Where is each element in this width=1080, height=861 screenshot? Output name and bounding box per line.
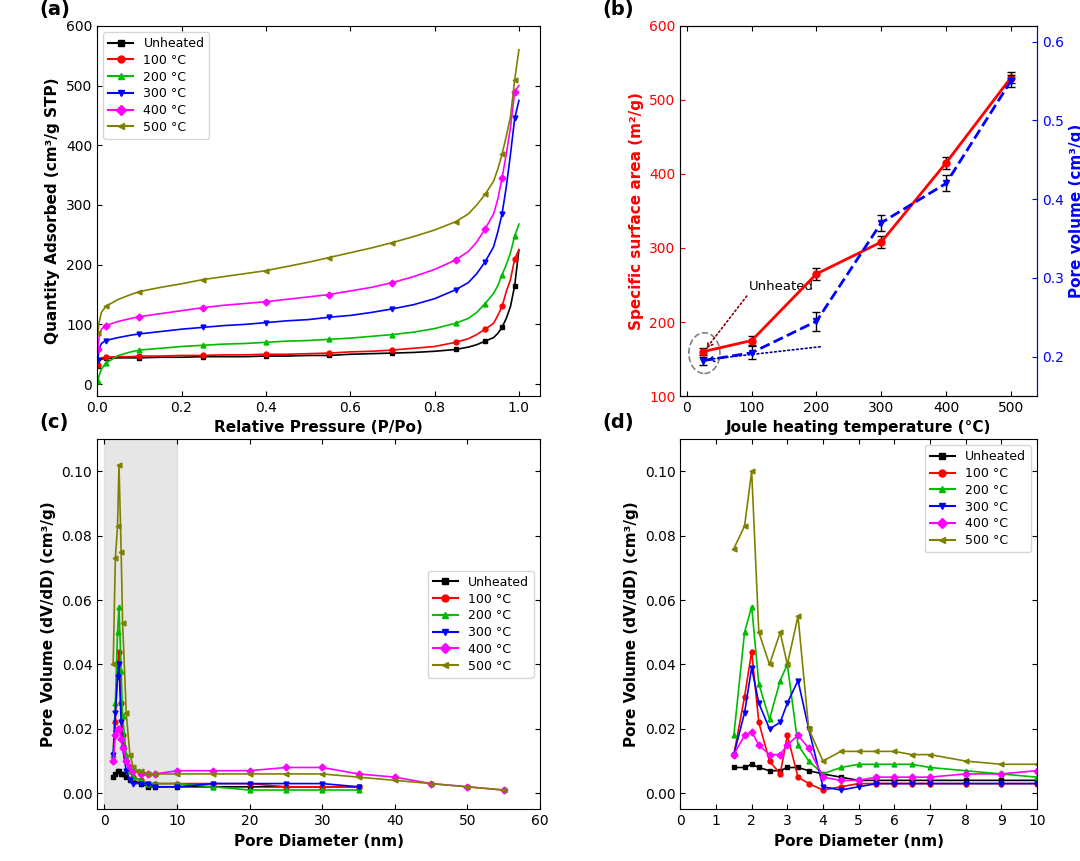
X-axis label: Relative Pressure (P/Po): Relative Pressure (P/Po) bbox=[214, 420, 423, 436]
Text: (b): (b) bbox=[602, 0, 634, 19]
Legend: Unheated, 100 °C, 200 °C, 300 °C, 400 °C, 500 °C: Unheated, 100 °C, 200 °C, 300 °C, 400 °C… bbox=[924, 445, 1030, 552]
Text: (d): (d) bbox=[602, 413, 634, 432]
Bar bbox=[105, 439, 177, 809]
Y-axis label: Pore Volume (dV/dD) (cm³/g): Pore Volume (dV/dD) (cm³/g) bbox=[624, 501, 639, 747]
Text: (a): (a) bbox=[40, 0, 70, 19]
Legend: Unheated, 100 °C, 200 °C, 300 °C, 400 °C, 500 °C: Unheated, 100 °C, 200 °C, 300 °C, 400 °C… bbox=[104, 32, 210, 139]
Y-axis label: Quantity Adsorbed (cm³/g STP): Quantity Adsorbed (cm³/g STP) bbox=[45, 77, 60, 344]
X-axis label: Pore Diameter (nm): Pore Diameter (nm) bbox=[773, 833, 944, 849]
Y-axis label: Pore volume (cm³/g): Pore volume (cm³/g) bbox=[1069, 124, 1080, 298]
Y-axis label: Pore Volume (dV/dD) (cm³/g): Pore Volume (dV/dD) (cm³/g) bbox=[41, 501, 56, 747]
Legend: Unheated, 100 °C, 200 °C, 300 °C, 400 °C, 500 °C: Unheated, 100 °C, 200 °C, 300 °C, 400 °C… bbox=[428, 571, 534, 678]
X-axis label: Joule heating temperature (°C): Joule heating temperature (°C) bbox=[726, 420, 991, 436]
Text: Unheated: Unheated bbox=[748, 280, 813, 294]
X-axis label: Pore Diameter (nm): Pore Diameter (nm) bbox=[233, 833, 404, 849]
Text: (c): (c) bbox=[40, 413, 69, 432]
Y-axis label: Specific surface area (m²/g): Specific surface area (m²/g) bbox=[629, 92, 644, 330]
